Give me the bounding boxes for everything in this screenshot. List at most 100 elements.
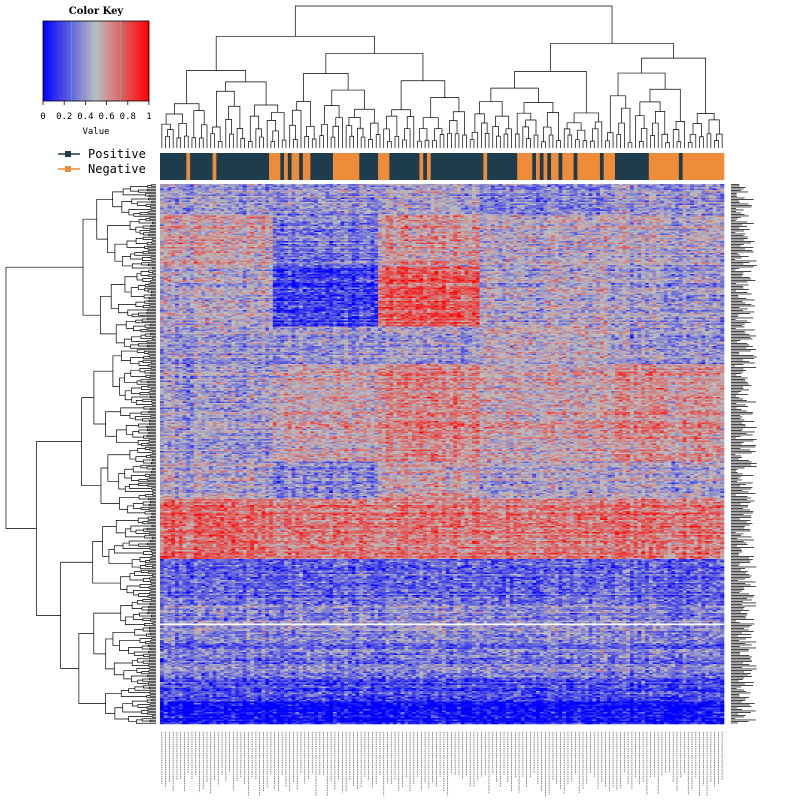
class-bar-segment-negative: [419, 153, 423, 180]
row-dendrogram-branch: [152, 575, 156, 577]
row-dendrogram-branch: [153, 468, 156, 470]
column-dendrogram-branch: [642, 58, 706, 113]
row-dendrogram-branch: [121, 351, 137, 360]
row-dendrogram-branch: [130, 573, 143, 580]
row-dendrogram-branch: [150, 548, 156, 550]
row-dendrogram-branch: [143, 628, 149, 631]
class-bar-segment-positive: [423, 153, 427, 180]
row-dendrogram-branch: [148, 248, 156, 250]
row-dendrogram-branch: [152, 615, 156, 617]
color-key-title: Color Key: [69, 6, 125, 17]
row-dendrogram-branch: [148, 381, 156, 383]
row-dendrogram-branch: [149, 671, 156, 673]
column-dendrogram-branch: [403, 140, 407, 148]
row-dendrogram-branch: [132, 199, 149, 204]
row-dendrogram-branch: [151, 584, 156, 586]
row-dendrogram-branch: [106, 694, 122, 714]
row-dendrogram-branch: [115, 708, 129, 719]
row-dendrogram-branch: [130, 450, 138, 459]
column-dendrogram-branch: [350, 136, 354, 148]
column-dendrogram-branch: [496, 116, 509, 129]
row-dendrogram-branch: [151, 471, 156, 473]
column-dendrogram-branch: [201, 125, 207, 148]
row-dendrogram-branch: [132, 701, 147, 706]
row-dendrogram-branch: [151, 368, 156, 370]
row-dendrogram-branch: [151, 408, 156, 410]
row-dendrogram-branch: [152, 699, 156, 701]
row-dendrogram-branch: [151, 209, 156, 211]
row-dendrogram-branch: [151, 389, 156, 391]
column-dendrogram-branch: [607, 133, 613, 148]
row-dendrogram-branch: [148, 186, 156, 188]
row-dendrogram-branch: [141, 380, 156, 382]
row-dendrogram-branch: [152, 525, 156, 527]
row-dendrogram-branch: [137, 669, 150, 673]
row-dendrogram-branch: [151, 185, 156, 187]
row-dendrogram-branch: [130, 358, 143, 364]
row-dendrogram-branch: [149, 476, 156, 478]
row-dendrogram-branch: [150, 641, 156, 643]
row-dendrogram-branch: [121, 691, 147, 697]
row-dendrogram-branch: [152, 459, 156, 461]
row-dendrogram-branch: [141, 330, 156, 332]
row-dendrogram-branch: [144, 552, 153, 555]
row-dendrogram-branch: [133, 615, 143, 620]
column-dendrogram-branch: [523, 127, 529, 148]
row-dendrogram-branch: [6, 267, 83, 528]
column-dendrogram-branch: [355, 109, 375, 123]
color-key-tick-label: 0.4: [77, 112, 93, 122]
row-dendrogram-branch: [93, 541, 121, 583]
class-bar-segment-positive: [389, 153, 419, 180]
row-dendrogram-branch: [145, 447, 156, 449]
row-dendrogram-branch: [143, 360, 156, 362]
column-dendrogram-branch: [192, 138, 196, 148]
row-dendrogram: [6, 185, 156, 724]
class-bar-segment-negative: [536, 153, 540, 180]
row-dendrogram-branch: [151, 599, 156, 601]
column-dendrogram-branch: [610, 96, 626, 133]
row-dendrogram-branch: [136, 227, 143, 232]
class-bar-segment-negative: [427, 153, 431, 180]
row-dendrogram-branch: [151, 362, 156, 364]
column-dendrogram-branch: [481, 123, 487, 148]
column-dendrogram-branch: [619, 123, 625, 148]
row-dendrogram-branch: [146, 194, 156, 196]
row-dendrogram-branch: [152, 516, 156, 518]
row-dendrogram-branch: [131, 288, 144, 297]
row-dendrogram-branch: [149, 651, 156, 653]
row-dendrogram-branch: [149, 198, 156, 200]
color-key-tick-label: 0.6: [98, 112, 114, 122]
row-dendrogram-branch: [114, 663, 132, 675]
row-dendrogram-branch: [150, 627, 156, 629]
column-dendrogram-branch: [497, 136, 501, 148]
column-dendrogram-branch: [700, 137, 704, 148]
column-dendrogram-branch: [431, 98, 459, 118]
row-dendrogram-branch: [148, 251, 156, 253]
row-dendrogram-branch: [115, 244, 127, 261]
row-dendrogram-branch: [147, 479, 156, 481]
column-dendrogram-branch: [256, 129, 262, 148]
heatmap-cells: [160, 184, 724, 724]
color-key-tick-label: 0: [40, 112, 45, 122]
row-dendrogram-branch: [133, 504, 143, 509]
row-dendrogram-branch: [150, 578, 156, 580]
row-dendrogram-branch: [137, 601, 150, 604]
row-dendrogram-branch: [126, 426, 138, 435]
row-dendrogram-branch: [133, 432, 144, 438]
row-dendrogram-branch: [146, 495, 156, 497]
class-bar-segment-negative: [517, 153, 532, 180]
row-dendrogram-branch: [147, 341, 156, 343]
row-dendrogram-branch: [145, 512, 156, 514]
row-dendrogram-branch: [150, 692, 156, 694]
row-dendrogram-branch: [151, 462, 156, 464]
column-dendrogram-branch: [226, 119, 232, 148]
row-dendrogram-branch: [129, 648, 143, 654]
column-dendrogram-branch: [592, 129, 598, 148]
row-dendrogram-branch: [152, 201, 156, 203]
row-dendrogram-branch: [145, 561, 156, 563]
column-dendrogram-branch: [404, 129, 410, 148]
column-dendrogram-branch: [254, 105, 277, 116]
row-dendrogram-branch: [142, 258, 152, 261]
row-dendrogram-branch: [149, 420, 156, 422]
row-dendrogram-branch: [153, 491, 156, 493]
